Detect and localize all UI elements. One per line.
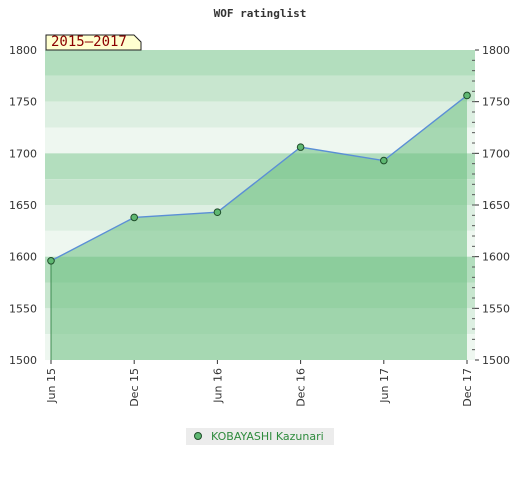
legend-background [186,428,334,445]
legend-series-label: KOBAYASHI Kazunari [211,430,324,443]
x-tick-label: Dec 15 [128,368,141,407]
x-axis: Jun 15 Dec 15 Jun 16 Dec 16 Jun 17 Dec 17 [45,360,474,407]
period-badge-shape [45,34,142,51]
data-point [47,257,55,265]
data-point [213,208,222,217]
background-band [45,50,475,76]
y-axis-left: 1500 1550 1600 1650 1700 1750 1800 [9,44,37,367]
x-tick-label: Dec 16 [295,368,308,407]
y-tick-label-right: 1650 [482,199,510,212]
y-tick-label-right: 1600 [482,251,510,264]
data-points [47,91,471,265]
period-badge-label: 2015–2017 [51,34,127,50]
y-tick-label-left: 1650 [9,199,37,212]
x-tick-label: Jun 17 [378,368,391,404]
period-badge: 2015–2017 [45,34,142,51]
right-minor-ticks [472,59,475,351]
x-tick-label: Jun 15 [45,368,58,404]
data-point [380,156,388,165]
background-band [45,101,475,128]
chart-title: WOF ratinglist [214,7,307,20]
y-tick-label-right: 1500 [482,354,510,367]
y-axis-right: 1500 1550 1600 1650 1700 1750 1800 [475,44,510,367]
y-tick-label-right: 1750 [482,96,510,109]
y-tick-label-right: 1550 [482,302,510,315]
series-area [51,95,467,360]
y-tick-label-left: 1700 [9,147,37,160]
circle-marker-icon [194,432,202,440]
y-tick-label-left: 1800 [9,44,37,57]
y-tick-label-left: 1550 [9,302,37,315]
data-point [296,143,305,151]
legend[interactable]: KOBAYASHI Kazunari [186,428,334,445]
data-point [463,91,471,100]
area-layer [50,94,468,360]
y-tick-label-right: 1800 [482,44,510,57]
y-tick-label-left: 1750 [9,96,37,109]
x-tick-label: Dec 17 [461,368,474,407]
data-point [130,213,138,222]
x-tick-label: Jun 16 [211,368,224,404]
background-band [45,75,475,102]
series-line [50,94,468,262]
y-tick-label-left: 1500 [9,354,37,367]
y-tick-label-right: 1700 [482,147,510,160]
y-tick-label-left: 1600 [9,251,37,264]
